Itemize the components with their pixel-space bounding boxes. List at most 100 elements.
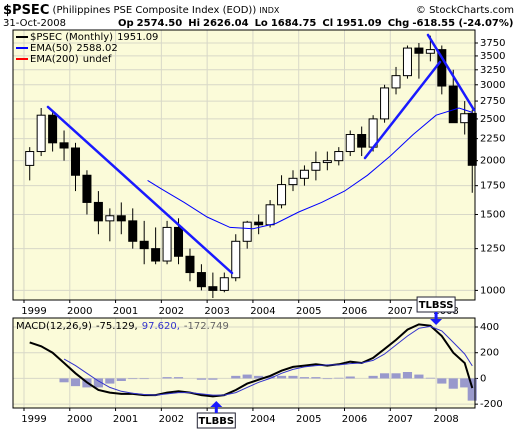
histogram-bar bbox=[59, 378, 69, 383]
symbol: $PSEC bbox=[3, 3, 49, 18]
y-tick-label: 3000 bbox=[480, 80, 505, 91]
histogram-bar bbox=[208, 378, 218, 380]
date: 31-Oct-2008 bbox=[3, 18, 66, 29]
candle-body bbox=[208, 286, 218, 291]
histogram-bar bbox=[128, 378, 138, 380]
panels: 1000125015001750200022502500275030003250… bbox=[12, 29, 505, 429]
candle-body bbox=[288, 177, 298, 186]
candle-body bbox=[414, 47, 424, 54]
candle-body bbox=[139, 240, 149, 250]
x-tick-label: 2006 bbox=[342, 306, 367, 317]
histogram-bar bbox=[173, 377, 184, 379]
histogram-bar bbox=[414, 374, 424, 379]
y-tick-label: 3500 bbox=[480, 51, 505, 62]
trend-line bbox=[46, 105, 234, 275]
candle-body bbox=[231, 240, 241, 279]
candle-body bbox=[311, 162, 321, 171]
legend-entry: $PSEC (Monthly) 1951.09 bbox=[30, 32, 158, 43]
x-tick-label: 2004 bbox=[250, 306, 275, 317]
y-tick-label: 1750 bbox=[480, 181, 505, 192]
header-line: $PSEC (Philippines PSE Composite Index (… bbox=[3, 3, 280, 18]
x-tick-label: 2002 bbox=[159, 306, 184, 317]
legend-name: EMA(200) bbox=[30, 54, 79, 65]
candle-body bbox=[460, 113, 470, 124]
histogram-bar bbox=[265, 375, 275, 379]
candle-body bbox=[402, 47, 412, 77]
candle-body bbox=[48, 114, 58, 144]
histogram-bar bbox=[139, 378, 149, 380]
exchange: INDX bbox=[259, 6, 280, 15]
quote-label: Hi bbox=[188, 18, 200, 29]
y-tick-label: 1000 bbox=[480, 285, 505, 296]
y-tick-label: 2750 bbox=[480, 96, 505, 107]
quote-value: 2574.50 bbox=[137, 18, 183, 29]
candle-body bbox=[151, 248, 161, 262]
legend-value: -172.749 bbox=[184, 321, 229, 332]
candle-body bbox=[265, 204, 275, 226]
candle-body bbox=[25, 151, 35, 166]
trend-line bbox=[426, 33, 476, 112]
histogram-bar bbox=[231, 375, 241, 379]
legend-value: undef bbox=[83, 54, 112, 65]
histogram-bar bbox=[105, 378, 115, 384]
candle-body bbox=[254, 221, 264, 226]
candle-body bbox=[128, 220, 138, 242]
x-tick-label: 2004 bbox=[250, 414, 275, 425]
histogram-bar bbox=[196, 378, 206, 380]
x-tick-label: 2003 bbox=[204, 306, 229, 317]
candle-body bbox=[391, 75, 401, 89]
legend-name: MACD(12,26,9) bbox=[16, 321, 92, 332]
quote-label: Chg bbox=[388, 18, 410, 29]
histogram-bar bbox=[116, 378, 126, 381]
candle-body bbox=[93, 201, 103, 222]
quote-value: 1951.09 bbox=[336, 18, 382, 29]
quote-line: Op 2574.50 Hi 2626.04 Lo 1684.75 Cl 1951.09 Chg -… bbox=[118, 18, 513, 29]
candle-body bbox=[196, 272, 206, 288]
y-tick-label: 1500 bbox=[480, 210, 505, 221]
histogram-bar bbox=[322, 378, 332, 380]
quote-label: Cl bbox=[322, 18, 333, 29]
histogram-bar bbox=[345, 376, 355, 379]
plot-area bbox=[13, 318, 475, 408]
x-tick-label: 2007 bbox=[388, 306, 413, 317]
candle-body bbox=[425, 49, 435, 54]
quote-label: Op bbox=[118, 18, 134, 29]
histogram-bar bbox=[276, 375, 287, 379]
y-tick-label: 200 bbox=[480, 348, 499, 359]
x-tick-label: 2001 bbox=[113, 414, 138, 425]
histogram-bar bbox=[402, 372, 413, 379]
y-tick-label: 2250 bbox=[480, 134, 505, 145]
x-tick-label: 1999 bbox=[21, 306, 46, 317]
histogram-bar bbox=[299, 377, 310, 379]
legend-value: 97.620, bbox=[142, 321, 180, 332]
annotation-arrowhead bbox=[430, 319, 443, 325]
legend-entry: EMA(200) undef bbox=[30, 54, 112, 65]
credit: © StockCharts.com bbox=[416, 5, 514, 16]
histogram-bar bbox=[311, 377, 321, 379]
y-tick-label: 0 bbox=[480, 373, 486, 384]
candle-body bbox=[277, 184, 287, 206]
histogram-bar bbox=[391, 373, 401, 379]
plot-area bbox=[13, 30, 475, 300]
candle-body bbox=[380, 87, 390, 120]
annotation: TLBBS bbox=[198, 416, 234, 427]
candle-body bbox=[357, 134, 367, 148]
x-tick-label: 2005 bbox=[296, 306, 321, 317]
x-tick-label: 2008 bbox=[433, 414, 458, 425]
annotation: TLBSS bbox=[419, 300, 454, 311]
ema-line bbox=[147, 107, 473, 230]
legend-name: EMA(50) bbox=[30, 43, 72, 54]
quote-value: 1684.75 bbox=[271, 18, 317, 29]
histogram-bar bbox=[437, 378, 447, 384]
histogram-bar bbox=[162, 377, 172, 379]
legend-value: 1951.09 bbox=[117, 32, 158, 43]
x-tick-label: 2006 bbox=[342, 414, 367, 425]
y-tick-label: 2500 bbox=[480, 114, 505, 125]
index-name: (Philippines PSE Composite Index (EOD)) bbox=[53, 5, 257, 16]
macd-line bbox=[29, 323, 474, 398]
histogram-bar bbox=[425, 377, 435, 379]
candle-body bbox=[185, 255, 195, 274]
trend-line bbox=[363, 60, 442, 160]
macd-legend: MACD(12,26,9) -75.129, 97.620, -172.749 bbox=[16, 321, 229, 332]
